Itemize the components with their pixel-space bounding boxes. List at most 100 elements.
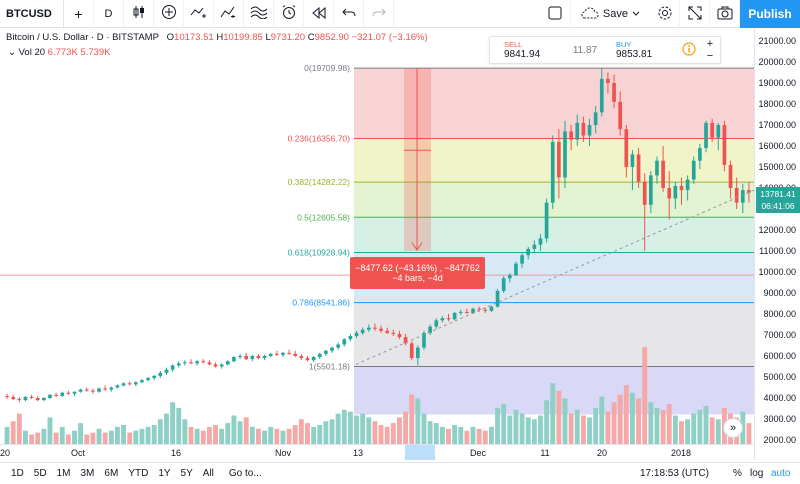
candle-body (379, 328, 383, 331)
plus-icon[interactable]: + (706, 38, 714, 50)
candle-body (287, 352, 291, 354)
candle-body (477, 308, 482, 310)
publish-button[interactable]: Publish (740, 0, 800, 28)
quantity-stepper[interactable]: + − (700, 38, 720, 62)
info-button[interactable] (678, 41, 700, 59)
financials-button[interactable] (214, 0, 244, 28)
high-label: H (216, 32, 224, 43)
fullscreen-button[interactable] (680, 0, 710, 28)
range-button-3m[interactable]: 3M (80, 468, 95, 479)
fullscreen-select-button[interactable] (541, 0, 571, 28)
candle-body (336, 344, 340, 348)
volume-bar (519, 413, 525, 444)
templates-button[interactable] (244, 0, 274, 28)
chart-style-button[interactable] (124, 0, 154, 28)
bar-countdown: 06:41:06 (761, 200, 795, 211)
time-axis[interactable]: 20Oct16Nov1322Dec11202018 (0, 444, 754, 460)
chart-pane[interactable]: 0(19709.98) 0.236(16356.70) 0.382(14282.22… (0, 28, 754, 460)
save-button[interactable]: Save (571, 0, 650, 28)
volume-bar (501, 404, 507, 444)
redo-button[interactable] (364, 0, 394, 28)
date-highlight (405, 445, 435, 460)
candle-body (42, 398, 46, 401)
volume-legend[interactable]: ⌄ Vol 20 6.773K 5.739K (8, 47, 111, 58)
volume-bar (354, 415, 359, 444)
settings-button[interactable] (650, 0, 680, 28)
price-chart[interactable]: 0(19709.98) 0.236(16356.70) 0.382(14282.22… (0, 28, 754, 460)
candle-body (311, 357, 316, 361)
candle-body (342, 339, 347, 345)
candle-body (232, 357, 236, 362)
scroll-to-realtime-button[interactable]: » (723, 418, 743, 438)
candle-body (305, 358, 310, 361)
candle-body (115, 385, 120, 388)
financials-icon (220, 5, 238, 22)
price-axis-label: 3000.00 (763, 414, 796, 424)
range-button-6m[interactable]: 6M (104, 468, 119, 479)
range-button-1m[interactable]: 1M (56, 468, 71, 479)
range-button-ytd[interactable]: YTD (128, 468, 149, 479)
candle-body (274, 353, 279, 355)
candle-body (569, 131, 573, 140)
volume-bar (403, 411, 409, 444)
sell-button[interactable]: SELL 9841.94 (490, 37, 562, 63)
compare-symbols-button[interactable] (184, 0, 214, 28)
candle-body (734, 188, 739, 203)
candle-body (599, 78, 604, 113)
time-axis-label: 20 (596, 448, 608, 458)
volume-bar (580, 415, 586, 444)
volume-bar (574, 409, 580, 444)
volume-bar (10, 421, 16, 444)
goto-button[interactable]: Go to... (228, 468, 262, 479)
candle-body (624, 129, 629, 167)
cloud-icon (581, 6, 599, 22)
candle-body (250, 356, 255, 360)
snapshot-button[interactable] (710, 0, 740, 28)
range-button-5y[interactable]: 5Y (180, 468, 193, 479)
range-button-1y[interactable]: 1Y (158, 468, 171, 479)
interval-button[interactable]: D (94, 0, 124, 28)
volume-bar (317, 425, 323, 444)
log-toggle[interactable]: log (750, 468, 764, 479)
buy-button[interactable]: BUY 9853.81 (608, 37, 678, 63)
minus-icon[interactable]: − (706, 50, 714, 62)
range-button-5d[interactable]: 5D (33, 468, 47, 479)
candle-body (146, 378, 150, 381)
volume-bar (446, 428, 451, 444)
sell-price: 9841.94 (504, 49, 541, 60)
volume-bar (231, 415, 237, 444)
auto-toggle[interactable]: auto (771, 468, 791, 479)
range-button-all[interactable]: All (202, 468, 214, 479)
price-axis[interactable]: 21000.00 20000.00 19000.00 18000.00 17000.00… (754, 28, 800, 460)
candle-body (587, 125, 592, 136)
volume-bar (464, 430, 470, 444)
volume-bar (335, 413, 341, 444)
candle-body (747, 190, 751, 193)
candle-body (262, 356, 267, 359)
volume-bar (470, 426, 476, 444)
percent-toggle[interactable]: % (733, 468, 742, 479)
alert-button[interactable] (274, 0, 304, 28)
bottom-toolbar: 1D 5D 1M 3M 6M YTD 1Y 5Y All Go to... 17:18:53 (… (0, 462, 800, 484)
fib-label: 0.236(16356.70) (288, 134, 351, 144)
candle-body (385, 330, 390, 333)
volume-bar (53, 432, 59, 444)
undo-button[interactable] (334, 0, 364, 28)
candle-body (72, 391, 77, 394)
fib-label: 1(5501.18) (309, 361, 350, 371)
volume-bar (599, 396, 605, 444)
candle-body (127, 383, 132, 385)
range-button-1d[interactable]: 1D (11, 468, 24, 479)
volume-bar (507, 415, 513, 444)
candle-body (60, 392, 65, 396)
utc-clock[interactable]: 17:18:53 (UTC) (640, 468, 709, 479)
symbol-search[interactable]: BTCUSD (0, 0, 64, 28)
undo-icon (341, 6, 356, 22)
volume-bar (372, 421, 378, 444)
compare-button[interactable]: + (64, 0, 94, 28)
alarm-clock-icon (281, 4, 297, 23)
candle-body (324, 350, 328, 354)
bar-replay-button[interactable] (304, 0, 334, 28)
collapse-chevron-icon[interactable]: ⌄ (8, 47, 16, 58)
indicators-button[interactable] (154, 0, 184, 28)
